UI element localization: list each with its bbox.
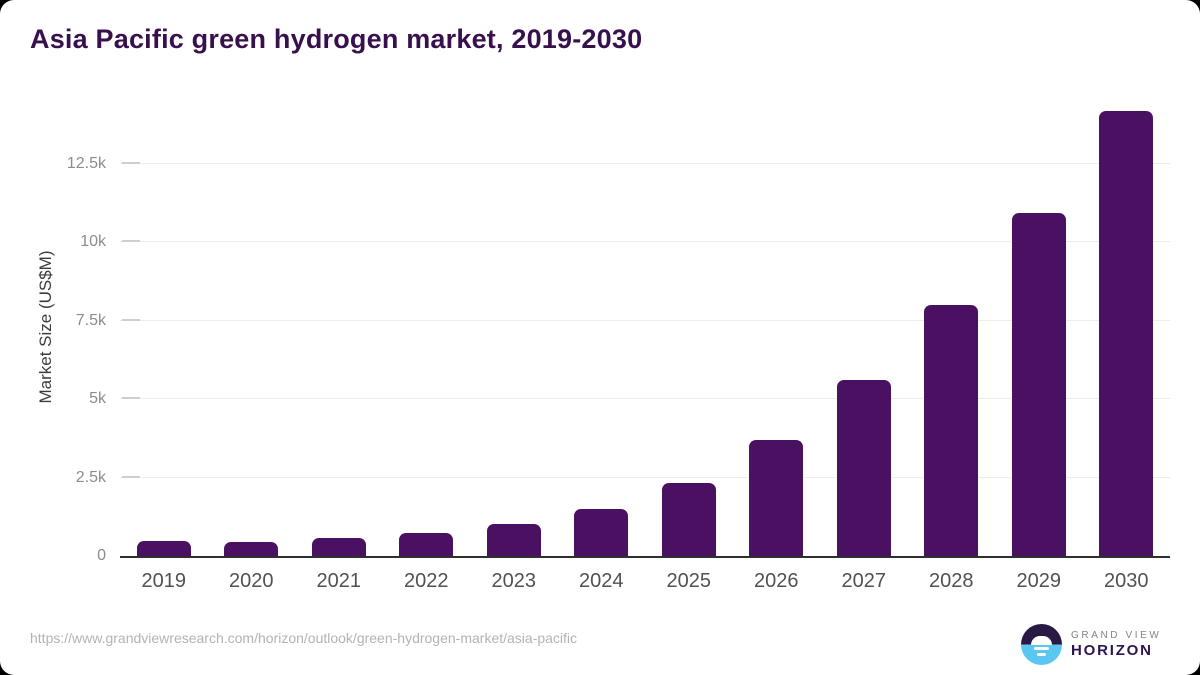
x-tick-label-2019: 2019 (141, 570, 187, 592)
bar-2023[interactable] (486, 523, 541, 556)
y-tick-mark-12.5k (122, 162, 140, 165)
plot-area: 0 2.5k 5k 7.5k 10k 12.5k 2019 2020 2021 2022 2023 2… (67, 96, 1170, 592)
y-tick-mark-5k (122, 397, 140, 400)
bar-column-2030: 2030 (1083, 96, 1170, 592)
sun-reflection-line (1034, 647, 1049, 650)
logo-text: GRAND VIEW HORIZON (1071, 630, 1161, 659)
gridline-2.5k (120, 476, 1170, 478)
y-tick-mark-2.5k (122, 475, 140, 478)
gridline-10k (120, 241, 1170, 243)
gridline-12.5k (120, 163, 1170, 165)
bar-2030[interactable] (1099, 110, 1154, 556)
chart-title: Asia Pacific green hydrogen market, 2019… (30, 24, 643, 54)
bar-2027[interactable] (836, 379, 891, 556)
x-tick-label-2024: 2024 (579, 570, 624, 592)
sun-icon (1031, 635, 1052, 645)
x-tick-label-2021: 2021 (316, 570, 362, 592)
bar-2024[interactable] (574, 509, 629, 556)
bar-column-2029: 2029 (995, 96, 1082, 592)
bar-column-2027: 2027 (820, 96, 907, 592)
x-tick-label-2020: 2020 (229, 570, 274, 592)
y-tick-mark-10k (122, 240, 140, 243)
bar-2021[interactable] (311, 537, 366, 556)
bar-column-2024: 2024 (558, 96, 645, 592)
bar-column-2022: 2022 (383, 96, 470, 592)
x-tick-label-2023: 2023 (491, 570, 537, 592)
bar-2028[interactable] (924, 305, 979, 556)
y-tick-label-0: 0 (97, 547, 106, 564)
x-tick-label-2026: 2026 (754, 570, 799, 592)
y-tick-label-12.5k: 12.5k (66, 155, 106, 173)
gridline-7.5k (120, 319, 1170, 321)
y-tick-mark-7.5k (122, 318, 140, 321)
bar-column-2023: 2023 (470, 96, 557, 592)
y-tick-label-2.5k: 2.5k (75, 468, 106, 486)
x-tick-label-2022: 2022 (404, 570, 449, 592)
logo-text-horizon: HORIZON (1071, 641, 1153, 659)
bar-column-2028: 2028 (908, 96, 995, 592)
bar-2019[interactable] (136, 540, 191, 556)
bar-2020[interactable] (224, 541, 279, 556)
bar-column-2025: 2025 (645, 96, 732, 592)
bar-column-2026: 2026 (733, 96, 820, 592)
sun-reflection-line (1037, 653, 1046, 656)
bar-2022[interactable] (399, 532, 454, 556)
bar-column-2019: 2019 (120, 96, 207, 592)
bar-column-2020: 2020 (208, 96, 295, 592)
y-tick-label-5k: 5k (89, 390, 106, 408)
horizon-logo-icon (1021, 624, 1062, 665)
x-tick-label-2029: 2029 (1016, 570, 1062, 592)
source-url: https://www.grandviewresearch.com/horizo… (30, 630, 578, 646)
x-tick-label-2030: 2030 (1104, 570, 1149, 592)
y-tick-label-7.5k: 7.5k (75, 311, 106, 329)
logo-text-grand-view: GRAND VIEW (1071, 630, 1162, 642)
grand-view-horizon-logo[interactable]: GRAND VIEW HORIZON (1021, 624, 1161, 665)
bars-row: 2019 2020 2021 2022 2023 2024 2025 2026 2027 2028… (120, 96, 1170, 592)
bar-2025[interactable] (661, 482, 716, 556)
x-tick-label-2027: 2027 (841, 570, 887, 592)
gridline-5k (120, 398, 1170, 400)
x-tick-label-2028: 2028 (929, 570, 974, 592)
bar-column-2021: 2021 (295, 96, 382, 592)
bar-2029[interactable] (1011, 212, 1066, 556)
bar-2026[interactable] (749, 439, 804, 556)
x-tick-label-2025: 2025 (666, 570, 712, 592)
y-tick-label-10k: 10k (80, 233, 106, 251)
